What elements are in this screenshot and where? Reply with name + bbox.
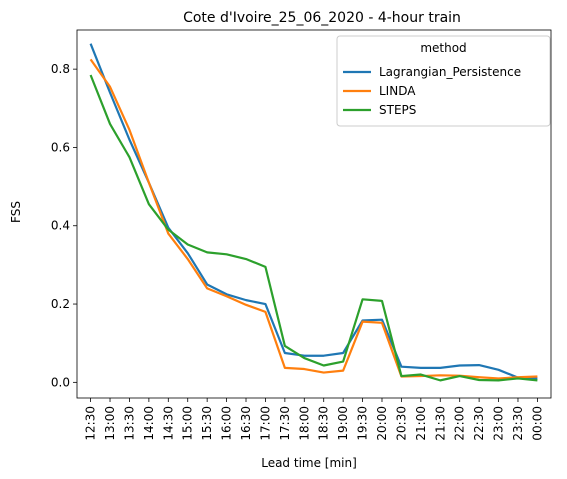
x-tick-label: 15:30 <box>200 406 214 441</box>
x-tick-label: 20:00 <box>375 406 389 441</box>
x-tick-label: 21:00 <box>414 406 428 441</box>
x-tick-label: 18:30 <box>317 406 331 441</box>
x-tick-label: 14:00 <box>142 406 156 441</box>
x-tick-label: 19:30 <box>356 406 370 441</box>
legend-title: method <box>420 41 466 55</box>
x-tick-label: 22:30 <box>472 406 486 441</box>
x-tick-label: 17:30 <box>278 406 292 441</box>
x-tick-label: 14:30 <box>161 406 175 441</box>
x-tick-label: 13:00 <box>103 406 117 441</box>
series-line-lagrangian-persistence <box>89 43 538 380</box>
x-tick-label: 23:00 <box>492 406 506 441</box>
legend-box <box>336 35 551 127</box>
x-tick-label: 16:00 <box>220 406 234 441</box>
legend: method Lagrangian_Persistence LINDA STEPS <box>336 35 551 127</box>
series-line-steps <box>89 74 538 382</box>
x-tick-label: 13:30 <box>122 406 136 441</box>
legend-entry: STEPS <box>379 103 416 117</box>
legend-entry: Lagrangian_Persistence <box>379 65 521 79</box>
chart-title: Cote d'Ivoire_25_06_2020 - 4-hour train <box>183 10 461 26</box>
x-tick-label: 18:00 <box>297 406 311 441</box>
x-tick-label: 12:30 <box>84 406 98 441</box>
x-tick-label: 21:30 <box>433 406 447 441</box>
x-tick-label: 19:00 <box>336 406 350 441</box>
x-tick-label: 16:30 <box>239 406 253 441</box>
series-lines <box>89 43 538 382</box>
x-tick-label: 00:00 <box>530 406 544 441</box>
x-tick-label: 20:30 <box>394 406 408 441</box>
x-tick-label: 17:00 <box>258 406 272 441</box>
y-axis-label: FSS <box>9 201 23 223</box>
axes-frame <box>76 29 552 399</box>
y-tick-label: 0.0 <box>51 375 70 389</box>
y-axis: 0.0 0.2 0.4 0.6 0.8 <box>51 62 77 389</box>
y-tick-label: 0.6 <box>51 140 70 154</box>
y-tick-label: 0.8 <box>51 62 70 76</box>
y-tick-label: 0.2 <box>51 297 70 311</box>
x-axis: 12:30 13:00 13:30 14:00 14:30 15:00 15:30 16:00… <box>84 398 544 441</box>
x-axis-label: Lead time [min] <box>261 456 357 470</box>
x-tick-label: 22:00 <box>453 406 467 441</box>
x-tick-label: 23:30 <box>511 406 525 441</box>
legend-entry: LINDA <box>379 84 416 98</box>
y-tick-label: 0.4 <box>51 219 70 233</box>
x-tick-label: 15:00 <box>181 406 195 441</box>
